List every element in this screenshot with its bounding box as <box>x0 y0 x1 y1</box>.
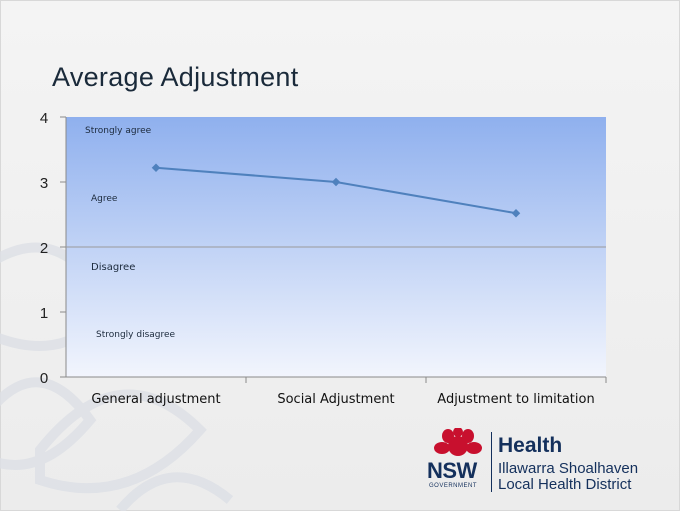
logo-health: Health <box>498 434 563 457</box>
scale-annotation: Strongly disagree <box>96 330 176 340</box>
x-tick-label: Adjustment to limitation <box>437 392 594 407</box>
x-tick-label: Social Adjustment <box>277 392 394 407</box>
logo-district-line1: Illawarra Shoalhaven <box>498 460 639 477</box>
y-tick-label: 1 <box>40 305 48 322</box>
y-tick-label: 4 <box>40 110 48 127</box>
government-label: GOVERNMENT <box>429 483 478 489</box>
y-tick-label: 3 <box>40 175 48 192</box>
y-tick-label: 2 <box>40 240 48 257</box>
slide-title: Average Adjustment <box>52 62 299 92</box>
scale-annotation: Disagree <box>91 262 135 273</box>
x-tick-label: General adjustment <box>91 392 220 407</box>
y-tick-label: 0 <box>40 370 48 387</box>
waratah-icon <box>434 428 482 456</box>
logo-divider <box>491 432 492 492</box>
scale-annotation: Agree <box>91 194 118 204</box>
scale-annotation: Strongly agree <box>85 126 152 136</box>
data-point <box>151 163 161 172</box>
nsw-health-logo: NSW GOVERNMENT Health Illawarra Shoalhav… <box>426 428 656 498</box>
data-point <box>331 177 341 187</box>
logo-district-line2: Local Health District <box>498 476 632 493</box>
nsw-wordmark: NSW <box>427 458 477 483</box>
